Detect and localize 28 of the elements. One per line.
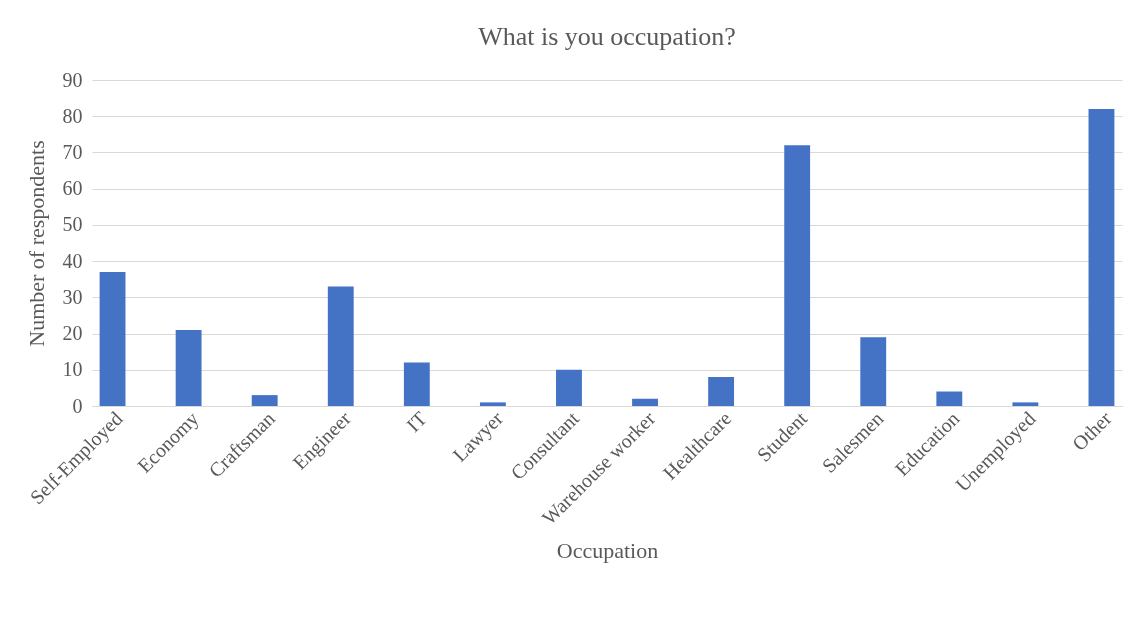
y-tick-label: 50 <box>62 213 83 236</box>
bar <box>1088 108 1115 406</box>
bar <box>175 329 202 406</box>
y-tick-label: 40 <box>62 249 83 272</box>
y-tick-label: 10 <box>62 358 83 381</box>
y-tick-label: 0 <box>72 394 83 417</box>
bar <box>403 362 430 406</box>
x-axis-title: Occupation <box>556 537 659 563</box>
bar <box>479 402 506 406</box>
bar <box>327 286 354 406</box>
bar <box>1012 402 1039 406</box>
bar <box>632 398 658 406</box>
bar <box>251 395 278 406</box>
x-tick-label: IT <box>402 407 431 436</box>
y-tick-label: 60 <box>62 177 83 200</box>
bar <box>556 369 582 406</box>
bar <box>708 377 735 406</box>
bar <box>936 391 963 406</box>
y-tick-label: 30 <box>62 285 83 308</box>
chart-title: What is you occupation? <box>478 22 736 51</box>
bar <box>860 337 887 406</box>
bar <box>99 271 126 406</box>
y-tick-label: 20 <box>62 322 83 345</box>
bar <box>784 145 811 406</box>
y-tick-label: 80 <box>62 104 83 127</box>
y-axis-title: Number of respondents <box>23 140 49 347</box>
y-tick-label: 90 <box>62 68 83 91</box>
y-tick-label: 70 <box>62 140 83 163</box>
